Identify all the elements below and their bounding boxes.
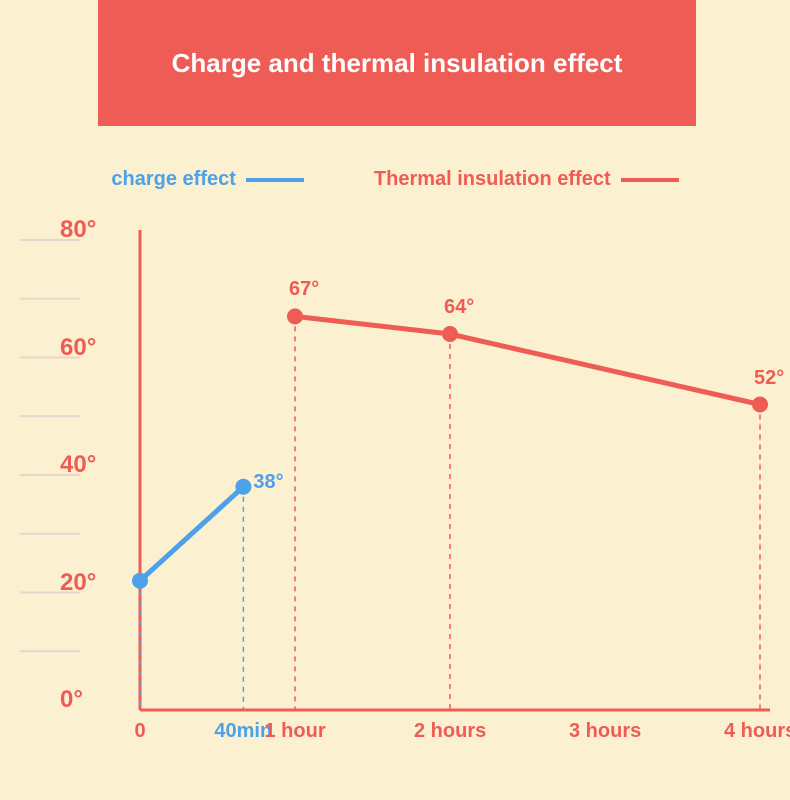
data-point-label: 64°	[444, 296, 474, 319]
chart-title: Charge and thermal insulation effect	[172, 48, 623, 79]
x-tick-label: 4 hours	[724, 720, 790, 743]
y-tick-label: 60°	[60, 334, 96, 362]
legend-label-thermal: Thermal insulation effect	[374, 168, 611, 191]
data-point-label: 67°	[289, 278, 319, 301]
y-tick-label: 20°	[60, 569, 96, 597]
legend-swatch-charge	[246, 178, 304, 182]
x-tick-label: 2 hours	[414, 720, 486, 743]
legend-swatch-thermal	[621, 178, 679, 182]
chart-svg	[20, 220, 776, 760]
legend: charge effect Thermal insulation effect	[0, 168, 790, 191]
y-tick-label: 0°	[60, 686, 83, 714]
x-tick-label: 3 hours	[569, 720, 641, 743]
chart-area: 0°20°40°60°80°040min1 hour2 hours3 hours…	[20, 220, 776, 760]
legend-label-charge: charge effect	[111, 168, 236, 191]
x-tick-label: 0	[135, 720, 146, 743]
x-tick-label: 1 hour	[265, 720, 326, 743]
legend-item-charge: charge effect	[111, 168, 304, 191]
y-tick-label: 80°	[60, 216, 96, 244]
data-point-label: 38°	[253, 471, 283, 494]
legend-item-thermal: Thermal insulation effect	[374, 168, 679, 191]
data-point-label: 52°	[754, 367, 784, 390]
title-banner: Charge and thermal insulation effect	[98, 0, 696, 126]
y-tick-label: 40°	[60, 451, 96, 479]
